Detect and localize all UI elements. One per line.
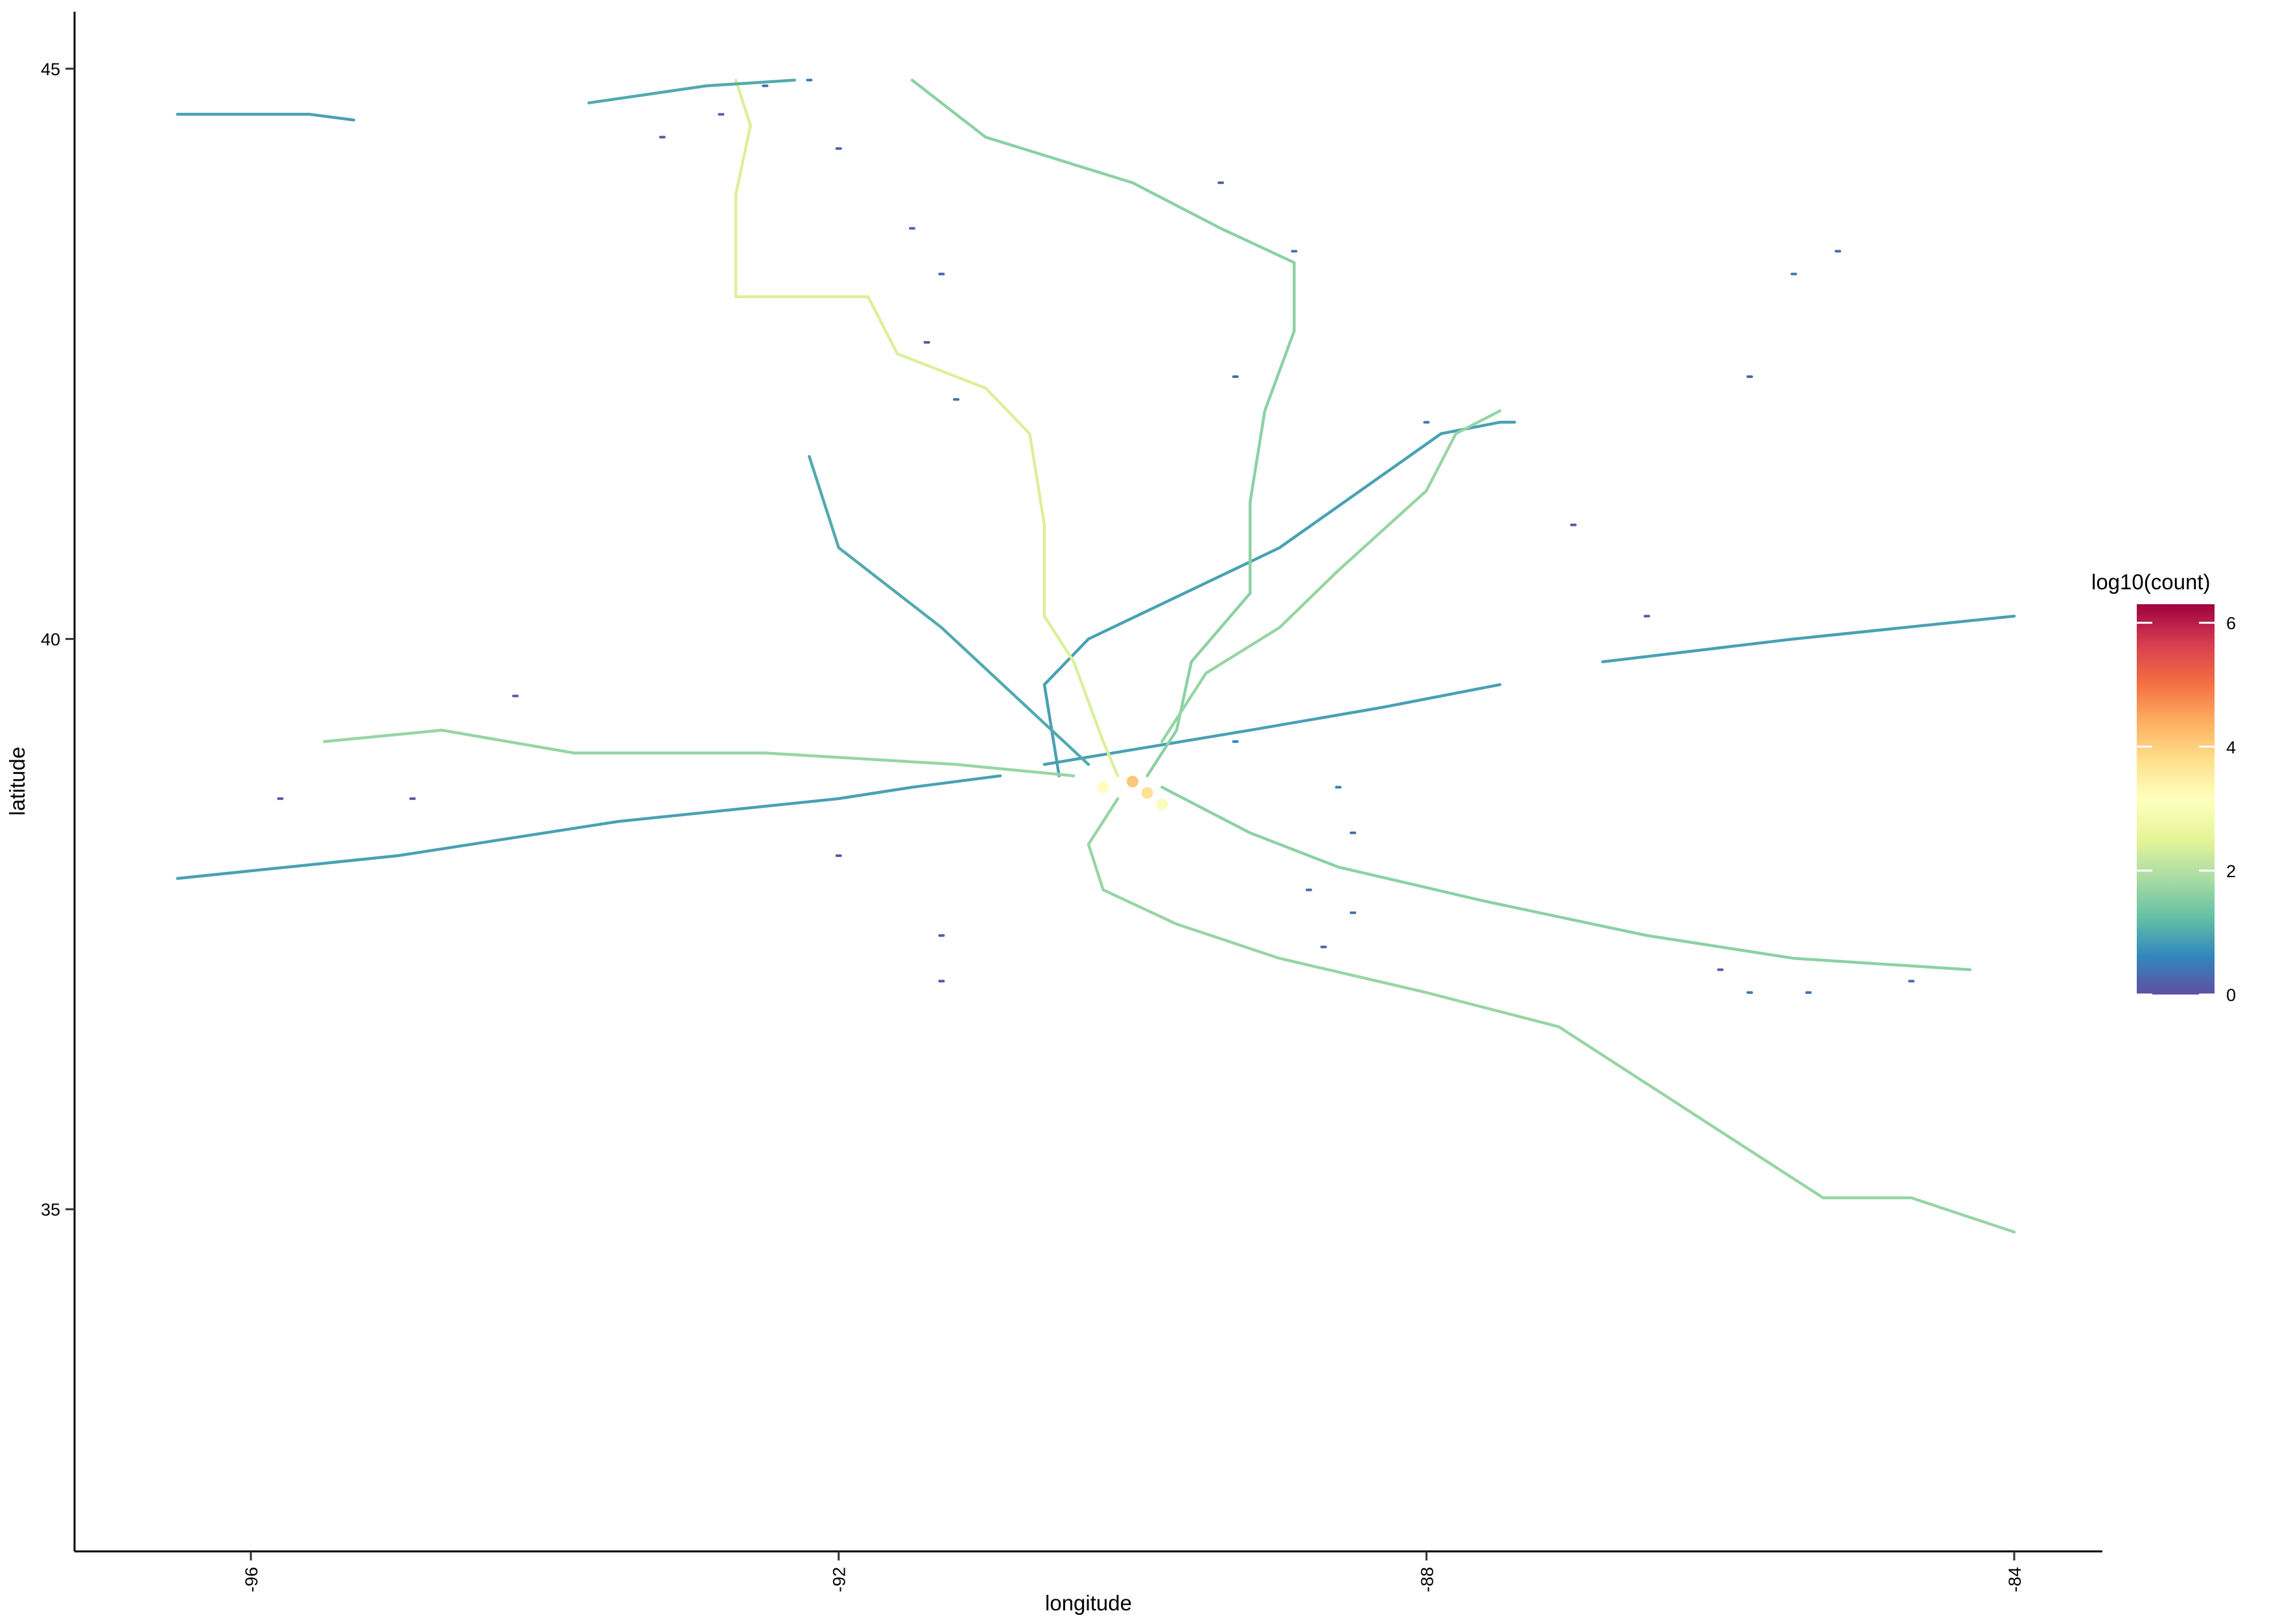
legend-tick-label-2: 2 (2226, 862, 2236, 881)
track-2 (1042, 683, 1501, 766)
legend-tick-label-4: 6 (2226, 614, 2236, 633)
color-legend: log10(count) 0 2 4 6 (2091, 570, 2236, 1005)
hotspot-1 (1127, 775, 1138, 788)
track-7 (734, 78, 1120, 777)
tracks-layer (176, 78, 2016, 1234)
y-tick-label-1: 35 (41, 1200, 60, 1219)
track-1 (176, 774, 1002, 880)
plot-area (176, 78, 2016, 1234)
y-axis-ticks: 35 40 45 (41, 60, 75, 1219)
track-13 (587, 78, 796, 104)
x-axis-ticks: -96 -92 -88 -84 (242, 1551, 2025, 1592)
legend-colorbar (2137, 604, 2215, 994)
hotspot-4 (1156, 798, 1168, 810)
track-8 (910, 78, 1296, 777)
legend-tick-label-1: 0 (2226, 985, 2236, 1005)
y-axis-title: latitude (5, 747, 29, 816)
x-tick-label-3: -88 (1417, 1567, 1437, 1592)
track-9 (1160, 409, 1501, 744)
points-layer (277, 78, 1915, 994)
x-tick-label-2: -92 (830, 1567, 849, 1592)
legend-tick-label-3: 4 (2226, 738, 2236, 757)
hotspot-2 (1141, 787, 1153, 799)
track-4 (1042, 421, 1516, 777)
track-5 (808, 454, 1090, 766)
hotspot-layer (1097, 775, 1168, 810)
track-10 (1160, 786, 1972, 972)
track-3 (1601, 615, 2016, 664)
x-axis-title: longitude (1045, 1591, 1132, 1615)
y-tick-label-2: 40 (41, 630, 60, 650)
x-tick-label-1: -96 (242, 1567, 261, 1592)
y-tick-label-3: 45 (41, 60, 60, 79)
track-6 (323, 729, 1076, 777)
track-12 (176, 113, 355, 122)
hotspot-3 (1097, 781, 1109, 794)
legend-title: log10(count) (2091, 570, 2210, 594)
legend-ticks: 0 2 4 6 (2137, 614, 2236, 1005)
x-tick-label-4: -84 (2005, 1567, 2025, 1592)
track-11 (1087, 797, 2016, 1234)
